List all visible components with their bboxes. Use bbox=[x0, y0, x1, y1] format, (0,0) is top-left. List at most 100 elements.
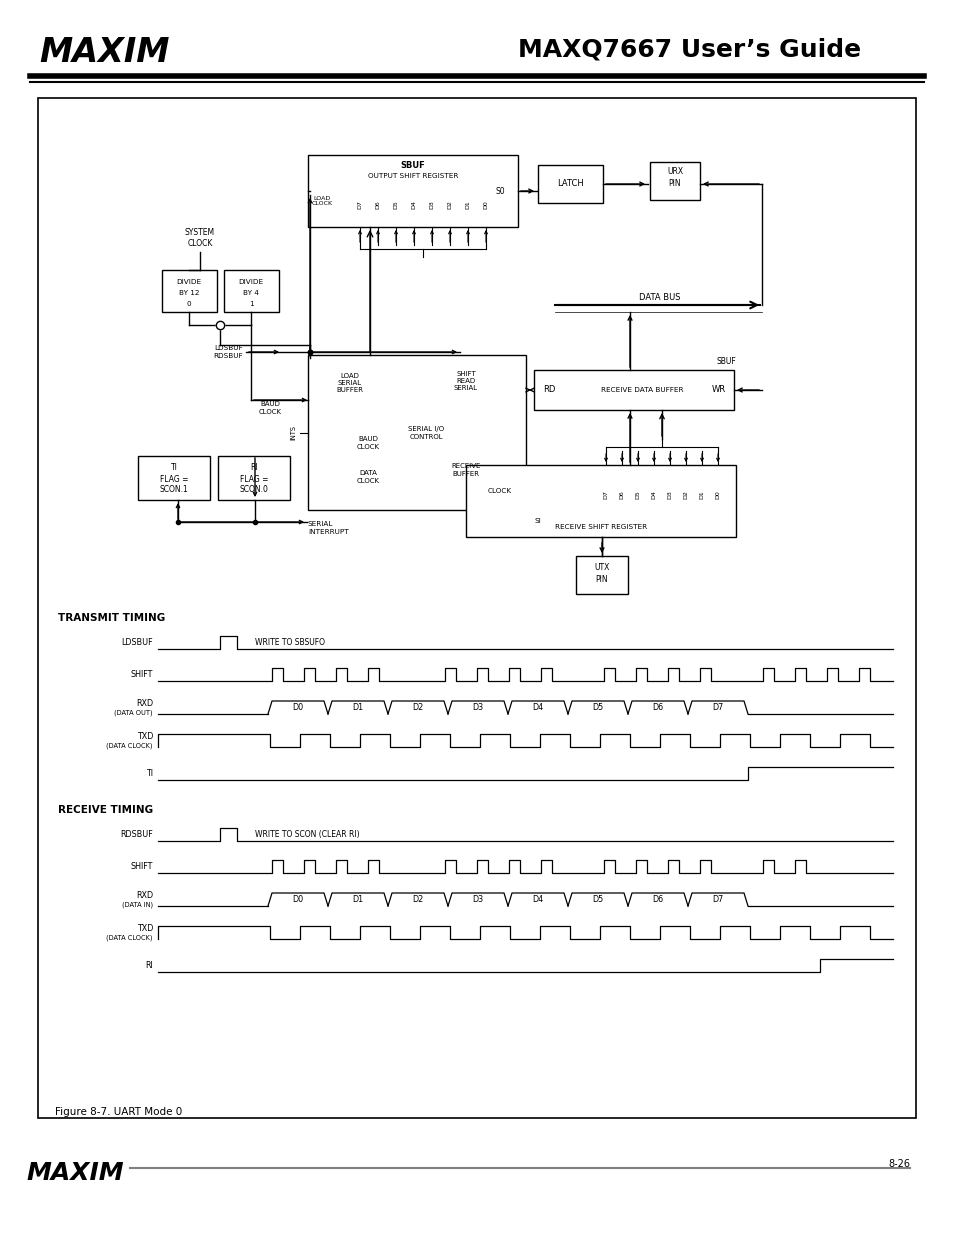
Text: D7: D7 bbox=[603, 490, 608, 499]
Text: RECEIVE
BUFFER: RECEIVE BUFFER bbox=[451, 463, 480, 477]
Text: D4: D4 bbox=[411, 200, 416, 210]
Text: SERIAL
INTERRUPT: SERIAL INTERRUPT bbox=[308, 521, 348, 535]
Bar bbox=[308, 156, 517, 227]
Bar bbox=[38, 98, 915, 1118]
Text: RI: RI bbox=[145, 961, 152, 969]
Text: TXD: TXD bbox=[136, 732, 152, 741]
Text: DIVIDE: DIVIDE bbox=[176, 279, 201, 285]
Text: D7: D7 bbox=[712, 703, 723, 713]
Bar bbox=[465, 466, 735, 537]
Text: RECEIVE DATA BUFFER: RECEIVE DATA BUFFER bbox=[600, 387, 682, 393]
Text: WR: WR bbox=[711, 385, 725, 394]
Text: PIN: PIN bbox=[595, 576, 608, 584]
Text: SERIAL I/O
CONTROL: SERIAL I/O CONTROL bbox=[408, 426, 443, 440]
Text: RECEIVE SHIFT REGISTER: RECEIVE SHIFT REGISTER bbox=[555, 524, 646, 530]
Text: BY 12: BY 12 bbox=[178, 290, 199, 296]
Text: MAXQ7667 User’s Guide: MAXQ7667 User’s Guide bbox=[517, 38, 861, 62]
Text: D5: D5 bbox=[393, 200, 398, 210]
Text: (DATA OUT): (DATA OUT) bbox=[114, 709, 152, 716]
Text: D2: D2 bbox=[682, 490, 688, 499]
Text: D6: D6 bbox=[618, 490, 624, 499]
Text: (DATA CLOCK): (DATA CLOCK) bbox=[107, 742, 152, 748]
Text: DATA
CLOCK: DATA CLOCK bbox=[356, 471, 379, 484]
Text: D2: D2 bbox=[412, 703, 423, 713]
Text: D5: D5 bbox=[592, 703, 603, 713]
Text: D1: D1 bbox=[352, 895, 363, 904]
Text: LOAD
SERIAL
BUFFER: LOAD SERIAL BUFFER bbox=[336, 373, 363, 394]
Text: D6: D6 bbox=[375, 200, 380, 210]
Text: OUTPUT SHIFT REGISTER: OUTPUT SHIFT REGISTER bbox=[368, 173, 457, 179]
Text: D1: D1 bbox=[352, 703, 363, 713]
Text: 8-26: 8-26 bbox=[887, 1158, 909, 1170]
Text: SBUF: SBUF bbox=[400, 161, 425, 169]
Text: D0: D0 bbox=[293, 703, 303, 713]
Bar bbox=[224, 270, 278, 312]
Text: INTS: INTS bbox=[290, 426, 295, 441]
Text: LOAD
CLOCK: LOAD CLOCK bbox=[311, 195, 333, 206]
Text: TI: TI bbox=[146, 769, 152, 778]
Text: D6: D6 bbox=[652, 703, 663, 713]
Text: RECEIVE TIMING: RECEIVE TIMING bbox=[58, 805, 153, 815]
Text: SCON.0: SCON.0 bbox=[239, 485, 268, 494]
Text: (DATA IN): (DATA IN) bbox=[122, 902, 152, 908]
Text: D0: D0 bbox=[715, 490, 720, 499]
Text: RI: RI bbox=[250, 463, 257, 473]
Text: (DATA CLOCK): (DATA CLOCK) bbox=[107, 934, 152, 941]
Text: 1: 1 bbox=[249, 301, 253, 308]
Text: LDSBUF: LDSBUF bbox=[121, 638, 152, 647]
Text: D4: D4 bbox=[651, 490, 656, 499]
Text: DATA BUS: DATA BUS bbox=[639, 293, 680, 301]
Text: D3: D3 bbox=[429, 200, 434, 210]
Text: UTX: UTX bbox=[594, 563, 609, 573]
Text: 0: 0 bbox=[187, 301, 192, 308]
Text: D2: D2 bbox=[447, 200, 452, 210]
Text: LATCH: LATCH bbox=[557, 179, 583, 189]
Bar bbox=[534, 370, 733, 410]
Text: SHIFT: SHIFT bbox=[131, 671, 152, 679]
Bar bbox=[576, 556, 627, 594]
Text: DIVIDE: DIVIDE bbox=[238, 279, 263, 285]
Text: FLAG =: FLAG = bbox=[239, 474, 268, 483]
Text: SYSTEM
CLOCK: SYSTEM CLOCK bbox=[185, 228, 214, 248]
Text: PIN: PIN bbox=[668, 179, 680, 189]
Text: BY 4: BY 4 bbox=[243, 290, 258, 296]
Text: RD: RD bbox=[542, 385, 555, 394]
Text: FLAG =: FLAG = bbox=[159, 474, 188, 483]
Text: CLOCK: CLOCK bbox=[487, 488, 512, 494]
Bar bbox=[308, 354, 525, 510]
Text: MAXIM: MAXIM bbox=[40, 36, 170, 68]
Text: D2: D2 bbox=[412, 895, 423, 904]
Text: TI: TI bbox=[171, 463, 177, 473]
Text: Figure 8-7. UART Mode 0: Figure 8-7. UART Mode 0 bbox=[55, 1107, 182, 1116]
Text: RXD: RXD bbox=[135, 699, 152, 708]
Text: D3: D3 bbox=[472, 895, 483, 904]
Text: SCON.1: SCON.1 bbox=[159, 485, 188, 494]
Bar bbox=[138, 456, 210, 500]
Bar bbox=[218, 456, 290, 500]
Text: D1: D1 bbox=[699, 490, 703, 499]
Text: WRITE TO SCON (CLEAR RI): WRITE TO SCON (CLEAR RI) bbox=[254, 830, 359, 839]
Text: SI: SI bbox=[534, 517, 540, 524]
Text: URX: URX bbox=[666, 168, 682, 177]
Text: D3: D3 bbox=[667, 490, 672, 499]
Text: D3: D3 bbox=[472, 703, 483, 713]
Text: D7: D7 bbox=[357, 200, 362, 210]
Text: D0: D0 bbox=[483, 200, 488, 210]
Text: D5: D5 bbox=[635, 490, 639, 499]
Text: RDSBUF: RDSBUF bbox=[120, 830, 152, 839]
Text: D7: D7 bbox=[712, 895, 723, 904]
Text: BAUD
CLOCK: BAUD CLOCK bbox=[356, 436, 379, 450]
Text: LDSBUF
RDSBUF: LDSBUF RDSBUF bbox=[213, 346, 243, 358]
Text: TXD: TXD bbox=[136, 924, 152, 932]
Text: RXD: RXD bbox=[135, 890, 152, 900]
Text: BAUD
CLOCK: BAUD CLOCK bbox=[258, 401, 281, 415]
Bar bbox=[162, 270, 216, 312]
Text: D6: D6 bbox=[652, 895, 663, 904]
Text: D5: D5 bbox=[592, 895, 603, 904]
Text: D0: D0 bbox=[293, 895, 303, 904]
Text: SHIFT: SHIFT bbox=[131, 862, 152, 871]
Bar bbox=[537, 165, 602, 203]
Text: MAXIM: MAXIM bbox=[26, 1161, 124, 1186]
Text: D1: D1 bbox=[465, 200, 470, 210]
Text: WRITE TO SBSUFO: WRITE TO SBSUFO bbox=[254, 638, 325, 647]
